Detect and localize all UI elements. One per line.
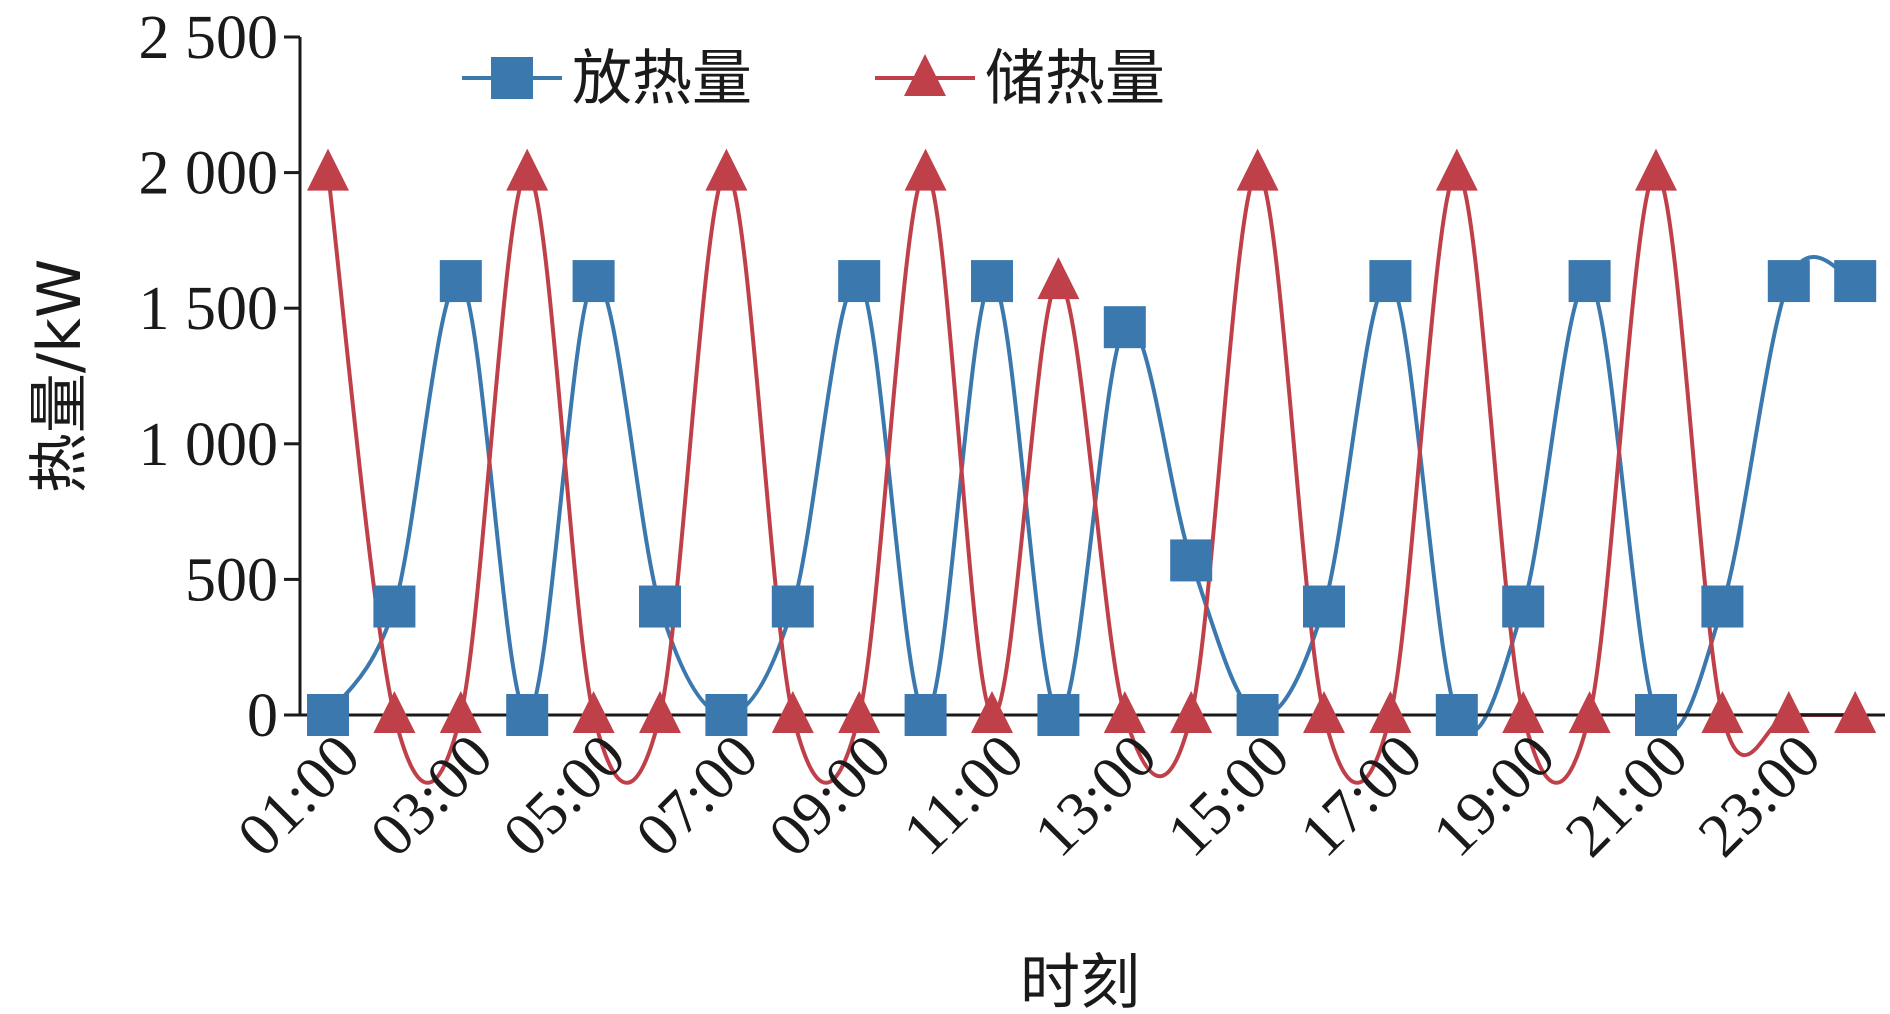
series-1-point bbox=[1103, 306, 1146, 349]
series-1-point bbox=[1767, 260, 1810, 303]
series-2-point bbox=[373, 691, 416, 733]
series-1-point bbox=[904, 694, 947, 736]
series-2-point bbox=[1236, 148, 1279, 191]
series-2-point bbox=[1435, 148, 1478, 191]
series-2-point bbox=[1767, 691, 1810, 733]
markers-layer bbox=[307, 148, 1877, 736]
x-axis-title: 时刻 bbox=[1020, 948, 1140, 1014]
series-2-point bbox=[771, 691, 814, 733]
x-tick-label: 11:00 bbox=[891, 722, 1037, 868]
legend-marker-2 bbox=[904, 54, 946, 96]
x-tick-label: 15:00 bbox=[1155, 722, 1303, 870]
x-tick-label: 07:00 bbox=[623, 722, 771, 870]
series-1-point bbox=[1635, 694, 1677, 736]
series-1-point bbox=[1834, 260, 1877, 303]
series-1-point bbox=[439, 260, 482, 303]
x-tick-label: 09:00 bbox=[756, 722, 904, 870]
y-tick-label: 1 000 bbox=[139, 411, 279, 479]
series-2-point bbox=[838, 691, 881, 733]
series-2-point bbox=[1701, 691, 1744, 733]
series-2-point bbox=[1635, 148, 1677, 191]
series-1-point bbox=[838, 260, 881, 303]
series-2-point bbox=[439, 691, 482, 733]
series-2-point bbox=[1303, 691, 1345, 733]
series-1-point bbox=[1369, 260, 1412, 303]
y-tick-label: 2 500 bbox=[139, 4, 279, 72]
series-1-point bbox=[1435, 694, 1478, 736]
series-2-point bbox=[705, 148, 748, 191]
series-2-point bbox=[971, 691, 1013, 733]
series-line-2 bbox=[326, 170, 1856, 785]
legend-marker-1 bbox=[491, 57, 533, 99]
series-1-point bbox=[1568, 260, 1611, 303]
series-2-point bbox=[1502, 691, 1545, 733]
series-line-1 bbox=[326, 254, 1856, 734]
series-2-point bbox=[904, 148, 947, 191]
y-tick-label: 0 bbox=[247, 682, 278, 750]
x-tick-label: 03:00 bbox=[358, 722, 506, 870]
x-tick-label: 19:00 bbox=[1420, 722, 1568, 870]
y-tick-label: 2 000 bbox=[139, 140, 279, 208]
legend: 放热量 储热量 bbox=[462, 44, 1165, 114]
series-2-point bbox=[1170, 691, 1213, 733]
series-2-point bbox=[506, 148, 549, 191]
x-tick-label: 21:00 bbox=[1553, 722, 1701, 870]
series-2-point bbox=[639, 691, 681, 733]
series-2-point bbox=[1568, 691, 1611, 733]
series-1-point bbox=[705, 694, 748, 736]
curves-layer bbox=[326, 170, 1856, 785]
x-tick-label: 17:00 bbox=[1287, 722, 1435, 870]
series-1-point bbox=[971, 260, 1013, 303]
series-2-point bbox=[307, 148, 349, 191]
series-1-point bbox=[1502, 585, 1545, 628]
legend-label-2: 储热量 bbox=[985, 44, 1165, 114]
series-1-point bbox=[506, 694, 549, 736]
legend-label-1: 放热量 bbox=[572, 44, 752, 114]
series-1-point bbox=[1701, 585, 1744, 628]
series-1-point bbox=[572, 260, 615, 303]
x-tick-label: 13:00 bbox=[1022, 722, 1170, 870]
series-1-point bbox=[1037, 694, 1080, 736]
series-1-point bbox=[1170, 539, 1213, 582]
x-tick-label: 05:00 bbox=[491, 722, 639, 870]
series-1-point bbox=[307, 694, 349, 736]
series-1-point bbox=[1236, 694, 1279, 736]
series-1-point bbox=[373, 585, 416, 628]
series-2-point bbox=[1103, 691, 1146, 733]
series-1-point bbox=[639, 585, 681, 628]
y-tick-label: 1 500 bbox=[139, 275, 279, 343]
series-2-point bbox=[1037, 257, 1080, 300]
series-2-point bbox=[1369, 691, 1412, 733]
series-1-point bbox=[1303, 585, 1345, 628]
series-2-point bbox=[572, 691, 615, 733]
series-2-point bbox=[1834, 691, 1877, 733]
y-axis-title: 热量/kW bbox=[25, 259, 95, 493]
y-tick-label: 500 bbox=[185, 546, 278, 614]
series-1-point bbox=[771, 585, 814, 628]
